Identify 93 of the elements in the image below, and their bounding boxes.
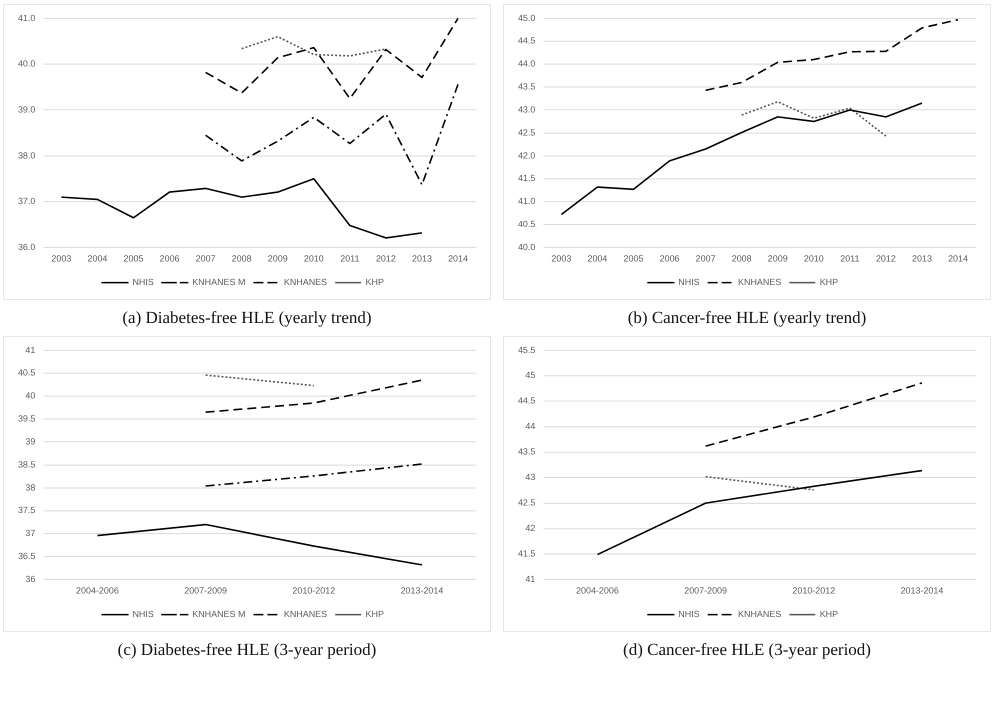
y-tick-label: 42.5 <box>518 127 536 138</box>
text: (a) Diabetes-free HLE (yearly trend) <box>122 308 372 328</box>
y-tick-label: 37.5 <box>18 505 36 516</box>
text: (c) Diabetes-free HLE (3-year period) <box>118 640 376 660</box>
y-tick-label: 44.5 <box>518 396 536 406</box>
y-tick-label: 39.5 <box>18 414 36 424</box>
y-tick-label: 41.5 <box>518 173 536 184</box>
x-tick-label: 2004 <box>87 253 108 264</box>
y-tick-label: 37 <box>25 528 36 538</box>
x-tick-label: 2013-2014 <box>400 585 444 596</box>
line-series <box>740 100 887 137</box>
y-tick-label: 42.5 <box>518 498 536 508</box>
y-tick-label: 38.5 <box>18 459 36 470</box>
x-tick-label: 2013 <box>412 253 432 264</box>
x-tick-label: 2003 <box>551 253 572 264</box>
x-tick-label: 2007 <box>196 253 216 264</box>
y-tick-label: 41 <box>525 574 536 584</box>
x-tick-label: 2006 <box>160 253 180 264</box>
y-tick-label: 41.5 <box>518 548 536 559</box>
x-tick-label: 2009 <box>268 253 288 264</box>
legend-label: NHIS <box>678 609 700 620</box>
legend-label: KNHANES M <box>192 609 246 620</box>
x-tick-label: 2012 <box>376 253 396 264</box>
x-tick-label: 2005 <box>624 253 644 264</box>
y-tick-label: 43.5 <box>518 82 536 92</box>
y-tick-label: 41 <box>25 344 36 355</box>
y-tick-label: 40.0 <box>518 242 536 252</box>
y-tick-label: 44 <box>525 421 536 432</box>
line-series <box>204 84 459 186</box>
y-tick-label: 45.0 <box>518 12 536 23</box>
y-tick-label: 44.0 <box>518 58 536 69</box>
y-tick-label: 41.0 <box>18 12 36 23</box>
text: (d) Cancer-free HLE (3-year period) <box>623 640 871 660</box>
legend-label: KHP <box>366 609 384 620</box>
y-tick-label: 43 <box>525 472 536 482</box>
line-series <box>240 36 387 57</box>
y-tick-label: 40 <box>25 390 36 401</box>
y-tick-label: 43.5 <box>518 446 536 457</box>
line-series <box>704 18 959 92</box>
x-tick-label: 2004-2006 <box>576 585 619 596</box>
x-tick-label: 2005 <box>124 253 144 264</box>
x-tick-label: 2011 <box>340 253 360 264</box>
x-tick-label: 2012 <box>876 253 896 264</box>
x-tick-label: 2010 <box>804 253 824 264</box>
x-tick-label: 2014 <box>948 253 968 264</box>
y-tick-label: 45 <box>525 370 536 380</box>
x-tick-label: 2013 <box>912 253 932 264</box>
x-tick-label: 2014 <box>448 253 468 264</box>
legend-label: KNHANES <box>738 277 782 288</box>
legend-label: KHP <box>366 277 384 288</box>
x-tick-label: 2010-2012 <box>792 585 836 596</box>
legend-label: NHIS <box>678 277 700 288</box>
y-tick-label: 36.5 <box>18 551 36 562</box>
text: (b) Cancer-free HLE (yearly trend) <box>628 308 866 328</box>
x-tick-label: 2003 <box>51 253 72 264</box>
x-tick-label: 2011 <box>840 253 860 264</box>
y-tick-label: 36 <box>25 574 36 584</box>
x-tick-label: 2004 <box>587 253 608 264</box>
y-tick-label: 44.5 <box>518 36 536 46</box>
x-tick-label: 2010-2012 <box>292 585 336 596</box>
y-tick-label: 40.5 <box>18 368 36 378</box>
x-tick-label: 2006 <box>660 253 680 264</box>
legend-label: KHP <box>820 277 838 288</box>
y-tick-label: 39 <box>25 436 36 446</box>
y-tick-label: 45.5 <box>518 344 536 355</box>
y-tick-label: 38 <box>25 482 36 492</box>
x-tick-label: 2004-2006 <box>76 585 119 596</box>
y-tick-label: 39.0 <box>18 104 36 114</box>
y-tick-label: 37.0 <box>18 196 36 206</box>
y-tick-label: 41.0 <box>518 196 536 206</box>
y-tick-label: 42 <box>525 523 536 534</box>
x-tick-label: 2007-2009 <box>684 585 728 596</box>
legend-label: NHIS <box>132 277 154 288</box>
legend-label: NHIS <box>132 609 154 620</box>
x-tick-label: 2008 <box>232 253 252 264</box>
legend-label: KNHANES <box>738 609 782 620</box>
y-tick-label: 38.0 <box>18 150 36 160</box>
x-tick-label: 2010 <box>304 253 324 264</box>
legend-label: KHP <box>820 609 838 620</box>
legend-label: KNHANES M <box>192 277 246 288</box>
x-tick-label: 2013-2014 <box>900 585 944 596</box>
legend-label: KNHANES <box>284 277 328 288</box>
y-tick-label: 43.0 <box>518 104 536 114</box>
legend-label: KNHANES <box>284 609 328 620</box>
y-tick-label: 36.0 <box>18 242 36 252</box>
x-tick-label: 2007-2009 <box>184 585 228 596</box>
y-tick-label: 40.5 <box>518 219 536 230</box>
x-tick-label: 2009 <box>768 253 788 264</box>
y-tick-label: 42.0 <box>518 150 536 160</box>
x-tick-label: 2008 <box>732 253 752 264</box>
line-series <box>204 18 459 100</box>
x-tick-label: 2007 <box>696 253 716 264</box>
y-tick-label: 40.0 <box>18 58 36 69</box>
